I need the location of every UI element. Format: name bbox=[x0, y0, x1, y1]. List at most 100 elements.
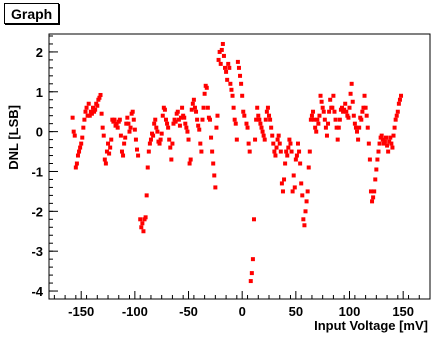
data-point bbox=[155, 129, 160, 134]
data-point bbox=[272, 149, 277, 154]
x-tick-label: 0 bbox=[239, 304, 246, 319]
data-point bbox=[328, 97, 333, 102]
data-point bbox=[315, 117, 320, 122]
data-point bbox=[259, 125, 264, 130]
data-point bbox=[334, 125, 339, 130]
data-point bbox=[166, 125, 171, 130]
data-point bbox=[303, 209, 308, 214]
data-point bbox=[264, 109, 269, 114]
data-point bbox=[361, 105, 366, 110]
data-point bbox=[167, 137, 172, 142]
data-point bbox=[151, 133, 156, 138]
x-tick-label: 50 bbox=[289, 304, 303, 319]
data-point bbox=[346, 115, 351, 120]
data-point bbox=[371, 195, 376, 200]
data-point bbox=[368, 189, 373, 194]
data-point bbox=[195, 117, 200, 122]
data-point bbox=[375, 157, 380, 162]
data-point bbox=[228, 81, 233, 86]
data-point bbox=[104, 149, 109, 154]
data-point bbox=[144, 193, 149, 198]
graph-title: Graph bbox=[4, 3, 60, 24]
data-point bbox=[188, 157, 193, 162]
data-point bbox=[86, 101, 91, 106]
data-point bbox=[189, 107, 194, 112]
data-point bbox=[366, 141, 371, 146]
data-point bbox=[147, 141, 152, 146]
data-point bbox=[75, 153, 80, 158]
data-point bbox=[279, 181, 284, 186]
data-point bbox=[391, 133, 396, 138]
data-point bbox=[344, 109, 349, 114]
tick-labels: -150 -100 -50 0 50 100 150 -4 -3 -2 -1 0 1 2 bbox=[31, 45, 414, 319]
data-point bbox=[260, 129, 265, 134]
data-point bbox=[170, 141, 175, 146]
data-point bbox=[233, 121, 238, 126]
data-point bbox=[331, 93, 336, 98]
data-point bbox=[356, 137, 361, 142]
data-point bbox=[335, 137, 340, 142]
data-point bbox=[95, 103, 100, 108]
data-point bbox=[304, 199, 309, 204]
data-point bbox=[299, 181, 304, 186]
data-point bbox=[360, 109, 365, 114]
data-point bbox=[91, 105, 96, 110]
data-point bbox=[373, 177, 378, 182]
data-point bbox=[273, 153, 278, 158]
data-point bbox=[132, 127, 137, 132]
data-point bbox=[278, 149, 283, 154]
data-point bbox=[84, 105, 89, 110]
data-point bbox=[210, 149, 215, 154]
data-point bbox=[81, 125, 86, 130]
data-point bbox=[235, 59, 240, 64]
data-point bbox=[236, 65, 241, 70]
data-point bbox=[117, 117, 122, 122]
data-point bbox=[82, 117, 87, 122]
data-point bbox=[211, 161, 216, 166]
data-point bbox=[234, 137, 239, 142]
data-point bbox=[194, 109, 199, 114]
data-point bbox=[363, 105, 368, 110]
data-point bbox=[300, 193, 305, 198]
data-point bbox=[245, 125, 250, 130]
data-point bbox=[250, 257, 255, 262]
data-point bbox=[218, 61, 223, 66]
data-point bbox=[160, 113, 165, 118]
data-point bbox=[140, 221, 145, 226]
data-point bbox=[182, 115, 187, 120]
data-point bbox=[343, 101, 348, 106]
data-point bbox=[201, 105, 206, 110]
data-point bbox=[209, 135, 214, 140]
data-point bbox=[357, 125, 362, 130]
data-point bbox=[379, 133, 384, 138]
data-point bbox=[387, 139, 392, 144]
data-point bbox=[103, 161, 108, 166]
data-point bbox=[322, 117, 327, 122]
data-point bbox=[305, 189, 310, 194]
data-point bbox=[333, 117, 338, 122]
data-point bbox=[349, 81, 354, 86]
data-point bbox=[332, 109, 337, 114]
data-point bbox=[339, 105, 344, 110]
x-tick-label: 150 bbox=[392, 304, 414, 319]
data-point bbox=[256, 113, 261, 118]
data-point bbox=[399, 93, 404, 98]
data-point bbox=[261, 133, 266, 138]
data-point bbox=[298, 161, 303, 166]
data-point bbox=[187, 161, 192, 166]
data-point bbox=[133, 137, 138, 142]
data-point bbox=[309, 113, 314, 118]
data-point bbox=[262, 137, 267, 142]
data-point bbox=[265, 105, 270, 110]
data-point bbox=[83, 109, 88, 114]
data-point bbox=[312, 117, 317, 122]
data-point bbox=[204, 85, 209, 90]
data-point bbox=[269, 125, 274, 130]
data-point bbox=[184, 125, 189, 130]
data-point bbox=[217, 49, 222, 54]
data-point bbox=[263, 117, 268, 122]
data-point bbox=[219, 47, 224, 52]
data-point bbox=[128, 125, 133, 130]
data-point bbox=[100, 125, 105, 130]
data-point bbox=[247, 149, 252, 154]
